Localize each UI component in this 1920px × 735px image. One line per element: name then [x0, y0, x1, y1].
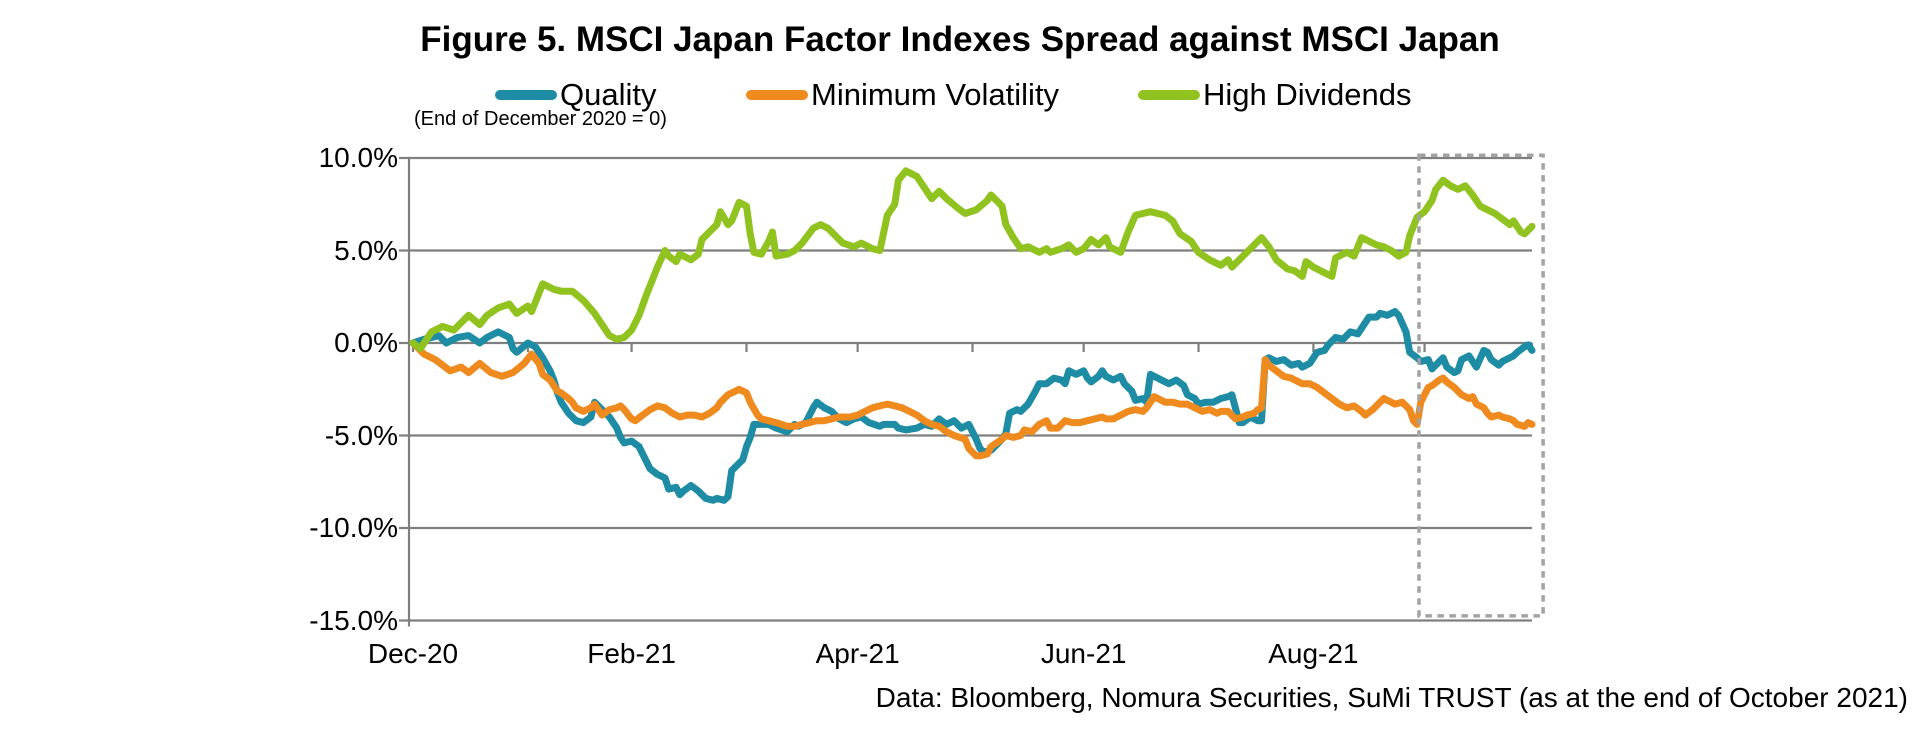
y-axis-label: 5.0% — [334, 234, 398, 266]
legend-label-minimum-volatility: Minimum Volatility — [811, 77, 1060, 112]
legend-label-quality: Quality — [560, 77, 657, 112]
x-axis-label: Dec-20 — [367, 638, 459, 669]
figure-title: Figure 5. MSCI Japan Factor Indexes Spre… — [420, 20, 1500, 59]
x-axis-label: Aug-21 — [1268, 638, 1359, 669]
x-axis-label: Apr-21 — [815, 638, 900, 669]
highlight-box — [1417, 153, 1545, 618]
y-axis-label: -10.0% — [309, 512, 398, 543]
series-line-high-dividends — [409, 167, 1536, 353]
y-axis-label: 0.0% — [334, 327, 398, 358]
y-axis-label: -15.0% — [309, 604, 398, 636]
y-axis-label: -5.0% — [324, 419, 398, 451]
legend-label-high-dividends: High Dividends — [1203, 77, 1412, 112]
axis-note: (End of December 2020 = 0) — [414, 108, 667, 130]
quality-line-swatch-icon — [495, 90, 557, 100]
high-dividends-line-swatch-icon — [1138, 90, 1200, 100]
y-axis-label: 10.0% — [318, 142, 398, 173]
data-source-note: Data: Bloomberg, Nomura Securities, SuMi… — [875, 682, 1908, 713]
legend-item-high-dividends: High Dividends — [1138, 74, 1412, 116]
x-axis-label: Feb-21 — [587, 638, 676, 669]
x-axis-label: Jun-21 — [1040, 638, 1127, 669]
legend-item-quality: Quality — [495, 74, 656, 116]
minimum-volatility-line-swatch-icon — [746, 90, 808, 100]
legend-item-minimum-volatility: Minimum Volatility — [746, 74, 1059, 116]
series-line-minimum-volatility — [409, 339, 1536, 460]
series-line-quality — [409, 308, 1536, 504]
